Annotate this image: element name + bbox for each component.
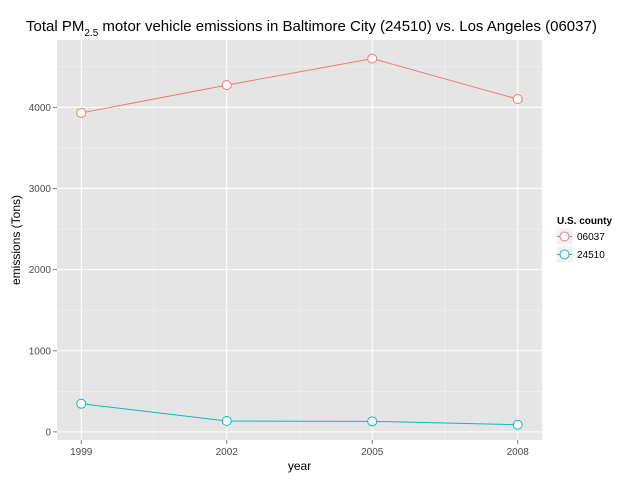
- data-point-06037-2008: [512, 94, 523, 105]
- chart-title: Total PM2.5 motor vehicle emissions in B…: [26, 18, 597, 39]
- series-points: [76, 53, 523, 430]
- chart-title-rest: motor vehicle emissions in Baltimore Cit…: [98, 18, 597, 35]
- data-point-06037-2002: [221, 80, 232, 91]
- data-point-24510-1999: [76, 398, 87, 409]
- chart-title-main: Total PM: [26, 18, 84, 35]
- legend-label-06037: 06037: [577, 232, 605, 243]
- y-tick-label: 0: [45, 427, 51, 438]
- legend-key-marker: [559, 231, 570, 242]
- x-tick-label: 2002: [216, 447, 239, 458]
- x-tick-label: 2008: [507, 447, 530, 458]
- y-axis: 0 1000 2000 3000 4000: [29, 103, 57, 438]
- data-point-06037-2005: [367, 53, 378, 64]
- data-point-06037-1999: [76, 107, 87, 118]
- x-tick-label: 2005: [361, 447, 384, 458]
- legend: U.S. county 06037 24510: [555, 216, 612, 264]
- data-point-24510-2008: [512, 419, 523, 430]
- legend-label-24510: 24510: [577, 250, 605, 261]
- x-axis: 1999 2002 2005 2008: [70, 440, 529, 458]
- x-axis-title: year: [288, 459, 311, 473]
- series-line-06037: [81, 58, 518, 114]
- major-gridlines: [57, 40, 542, 440]
- x-tick-label: 1999: [70, 447, 93, 458]
- legend-key-marker: [559, 249, 570, 260]
- minor-gridlines: [57, 40, 542, 440]
- series-line-24510: [81, 403, 518, 426]
- y-tick-label: 3000: [29, 184, 52, 195]
- data-point-24510-2005: [367, 416, 378, 427]
- chart-title-subscript: 2.5: [84, 28, 98, 39]
- y-axis-title: emissions (Tons): [9, 195, 23, 285]
- y-tick-label: 4000: [29, 103, 52, 114]
- y-tick-label: 1000: [29, 346, 52, 357]
- data-point-24510-2002: [221, 416, 232, 427]
- series-lines: [81, 58, 518, 426]
- y-tick-label: 2000: [29, 265, 52, 276]
- legend-title: U.S. county: [557, 216, 612, 227]
